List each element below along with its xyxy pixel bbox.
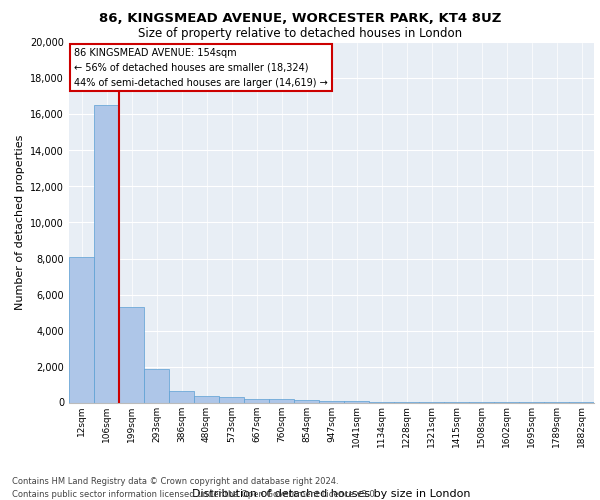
Bar [194, 396, 219, 402]
Bar [344, 401, 369, 402]
Text: 86, KINGSMEAD AVENUE, WORCESTER PARK, KT4 8UZ: 86, KINGSMEAD AVENUE, WORCESTER PARK, KT… [99, 12, 501, 26]
Text: Contains public sector information licensed under the Open Government Licence v3: Contains public sector information licen… [12, 490, 377, 499]
Text: Contains HM Land Registry data © Crown copyright and database right 2024.: Contains HM Land Registry data © Crown c… [12, 478, 338, 486]
Y-axis label: Number of detached properties: Number of detached properties [15, 135, 25, 310]
Bar [244, 399, 269, 402]
Bar [119, 307, 144, 402]
Bar [269, 400, 294, 402]
Bar [69, 256, 94, 402]
Bar [219, 398, 244, 402]
Bar [319, 401, 344, 402]
Bar [294, 400, 319, 402]
Text: Size of property relative to detached houses in London: Size of property relative to detached ho… [138, 28, 462, 40]
Bar [169, 391, 194, 402]
X-axis label: Distribution of detached houses by size in London: Distribution of detached houses by size … [192, 489, 471, 499]
Text: 86 KINGSMEAD AVENUE: 154sqm
← 56% of detached houses are smaller (18,324)
44% of: 86 KINGSMEAD AVENUE: 154sqm ← 56% of det… [74, 48, 328, 88]
Bar [94, 106, 119, 403]
Bar [144, 369, 169, 402]
